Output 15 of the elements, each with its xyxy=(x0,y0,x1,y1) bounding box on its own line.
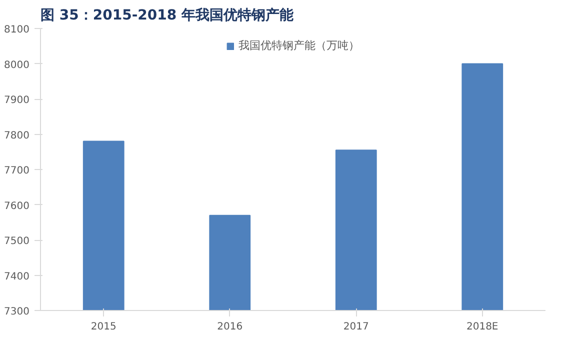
y-tick-label: 7900 xyxy=(4,95,30,106)
y-tick-label: 7400 xyxy=(4,271,30,282)
x-tick-label: 2016 xyxy=(217,322,243,332)
x-tick-label: 2015 xyxy=(90,322,116,332)
x-tick-label: 2017 xyxy=(343,322,369,332)
chart-title: 图 35：2015-2018 年我国优特钢产能 xyxy=(40,6,294,24)
y-tick-label: 7700 xyxy=(4,166,30,176)
y-tick-label: 8000 xyxy=(4,60,30,71)
y-tick-label: 7300 xyxy=(4,306,30,318)
y-tick-label: 8100 xyxy=(4,24,30,36)
y-tick-label: 7800 xyxy=(4,130,30,142)
legend-label: 我国优特钢产能（万吨） xyxy=(238,38,360,53)
y-tick-label: 7500 xyxy=(4,236,30,247)
x-tick-label: 2018E xyxy=(466,322,498,332)
y-tick-label: 7600 xyxy=(4,200,30,212)
